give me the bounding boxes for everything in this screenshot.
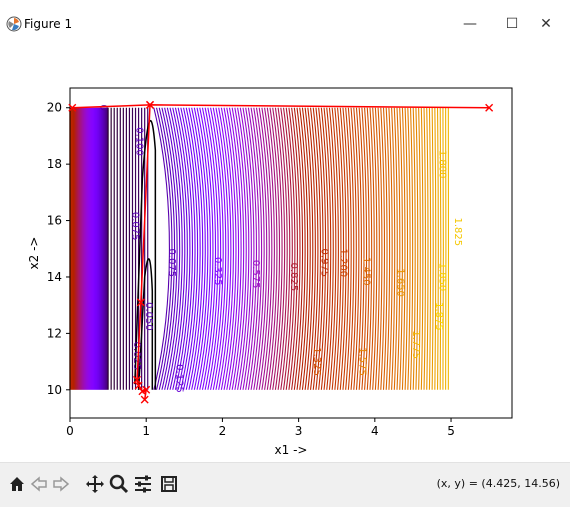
contour-line xyxy=(381,108,385,390)
maximize-button[interactable]: ☐ xyxy=(494,8,530,40)
contour-label: 0.125 xyxy=(174,364,185,393)
zoom-icon[interactable] xyxy=(108,473,130,495)
x-tick-label: 2 xyxy=(219,424,227,438)
contour-line xyxy=(424,108,425,390)
contour-line xyxy=(427,108,428,390)
contour-label: 0.075 xyxy=(129,212,140,241)
x-axis-label: x1 -> xyxy=(275,443,308,457)
contour-label: 0 xyxy=(97,105,108,111)
contour-line xyxy=(435,108,436,390)
contour-label: 0.825 xyxy=(288,263,299,292)
close-button[interactable]: ✕ xyxy=(528,8,564,40)
title-bar: Figure 1 — ☐ ✕ xyxy=(0,0,570,50)
contour-line xyxy=(378,108,382,390)
minimize-button[interactable]: — xyxy=(452,8,488,40)
contour-label: 0.075 xyxy=(166,249,177,278)
home-icon[interactable] xyxy=(6,473,28,495)
x-tick-label: 5 xyxy=(447,424,455,438)
forward-icon[interactable] xyxy=(50,473,72,495)
navigation-toolbar: (x, y) = (4.425, 14.56) xyxy=(0,462,570,507)
contour-label: 1.850 xyxy=(437,263,448,292)
back-icon[interactable] xyxy=(28,473,50,495)
contour-label: 0.100 xyxy=(133,127,144,156)
x-tick-label: 3 xyxy=(295,424,303,438)
configure-subplots-icon[interactable] xyxy=(132,473,154,495)
y-tick-label: 12 xyxy=(47,326,62,340)
y-tick-label: 18 xyxy=(47,157,62,171)
contour-label: 1.575 xyxy=(357,347,368,376)
contour-label: 0.325 xyxy=(212,257,223,286)
save-icon[interactable] xyxy=(158,473,180,495)
cursor-coordinates: (x, y) = (4.425, 14.56) xyxy=(437,477,560,490)
x-tick-label: 1 xyxy=(142,424,150,438)
y-tick-label: 16 xyxy=(47,214,62,228)
pan-icon[interactable] xyxy=(84,473,106,495)
y-axis-label: x2 -> xyxy=(27,237,41,270)
y-tick-label: 10 xyxy=(47,383,62,397)
contour-line xyxy=(432,108,433,390)
contour-label: 1.775 xyxy=(410,330,421,359)
y-tick-label: 20 xyxy=(47,101,62,115)
contour-line xyxy=(235,108,246,390)
contour-label: 1.450 xyxy=(360,257,371,286)
matplotlib-icon xyxy=(6,16,22,32)
contour-label: 0.050 xyxy=(143,302,154,331)
contour-label: 1.800 xyxy=(437,150,448,179)
contour-label: 0.025 xyxy=(131,342,142,371)
contour-label: 1.825 xyxy=(452,218,463,247)
contour-label: 1.325 xyxy=(311,347,322,376)
contour-label: 1.650 xyxy=(395,268,406,297)
y-tick-label: 14 xyxy=(47,270,62,284)
contour-label: 0.575 xyxy=(250,260,261,289)
contour-line xyxy=(375,108,379,390)
contour-line xyxy=(408,108,410,390)
contour-line xyxy=(429,108,430,390)
contour-label: 1.200 xyxy=(338,249,349,278)
x-tick-label: 0 xyxy=(66,424,74,438)
window-title: Figure 1 xyxy=(24,17,72,31)
contour-label: 1.875 xyxy=(433,302,444,331)
contour-label: 0.975 xyxy=(318,249,329,278)
x-tick-label: 4 xyxy=(371,424,379,438)
